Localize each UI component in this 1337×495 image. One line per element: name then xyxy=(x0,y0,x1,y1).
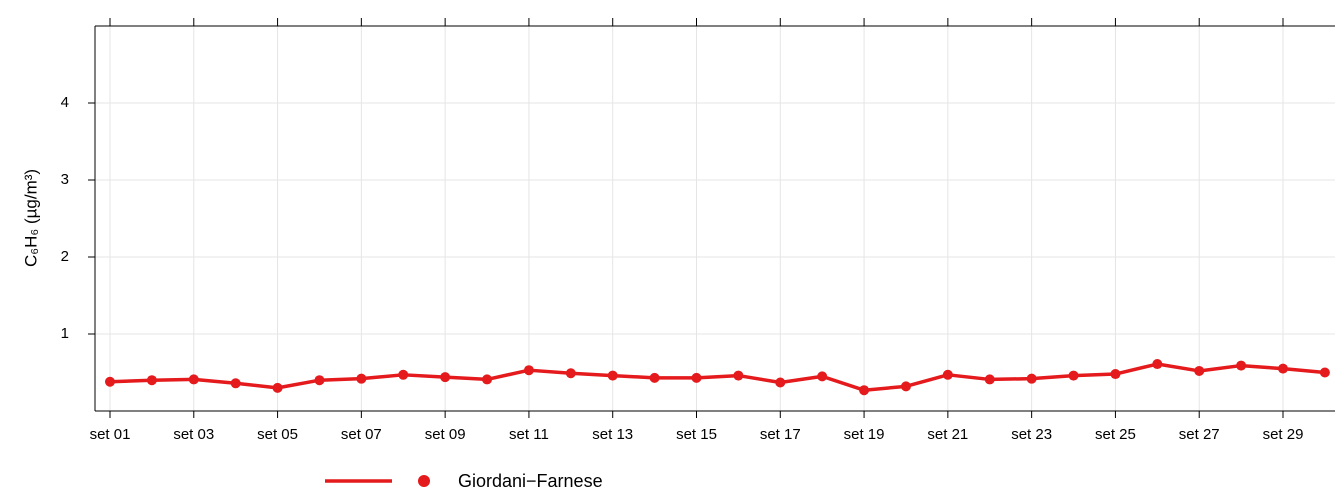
x-tick-label: set 23 xyxy=(1011,426,1052,443)
data-point xyxy=(356,373,367,384)
x-tick-label: set 01 xyxy=(90,426,131,443)
data-point xyxy=(565,368,576,379)
data-point xyxy=(230,378,241,389)
data-point xyxy=(691,372,702,383)
y-tick-label: 1 xyxy=(61,325,69,342)
data-point xyxy=(607,370,618,381)
data-point xyxy=(859,385,870,396)
data-point xyxy=(775,377,786,388)
x-tick-label: set 05 xyxy=(257,426,298,443)
y-tick-label: 2 xyxy=(61,248,69,265)
data-point xyxy=(440,372,451,383)
data-point xyxy=(1068,370,1079,381)
x-tick-label: set 15 xyxy=(676,426,717,443)
data-point xyxy=(1026,373,1037,384)
x-tick-label: set 19 xyxy=(844,426,885,443)
data-point xyxy=(1110,369,1121,380)
data-point xyxy=(649,372,660,383)
x-tick-label: set 09 xyxy=(425,426,466,443)
data-point xyxy=(1278,363,1288,374)
data-point xyxy=(523,365,534,376)
data-point xyxy=(146,375,157,386)
data-point xyxy=(314,375,325,386)
x-tick-label: set 29 xyxy=(1263,426,1304,443)
data-point xyxy=(1194,365,1205,376)
data-point xyxy=(105,376,115,387)
data-point xyxy=(272,382,283,393)
data-point xyxy=(1152,359,1163,370)
x-tick-label: set 25 xyxy=(1095,426,1136,443)
x-tick-label: set 03 xyxy=(173,426,214,443)
data-point xyxy=(900,381,911,392)
x-tick-label: set 21 xyxy=(927,426,968,443)
legend-marker xyxy=(418,475,430,487)
x-tick-label: set 17 xyxy=(760,426,801,443)
data-point xyxy=(942,369,953,380)
data-point xyxy=(817,371,828,382)
x-tick-label: set 11 xyxy=(509,426,549,443)
data-point xyxy=(482,374,493,385)
x-tick-label: set 27 xyxy=(1179,426,1220,443)
data-point xyxy=(1236,360,1247,371)
data-point xyxy=(398,369,409,380)
y-tick-label: 3 xyxy=(61,171,69,188)
data-point xyxy=(984,374,995,385)
legend-label: Giordani−Farnese xyxy=(458,471,603,490)
x-tick-label: set 07 xyxy=(341,426,382,443)
y-tick-label: 4 xyxy=(61,94,69,111)
data-point xyxy=(188,374,199,385)
x-tick-label: set 13 xyxy=(592,426,633,443)
y-axis-label: C₆H₆ (µg/m³) xyxy=(21,169,40,267)
data-line xyxy=(109,362,1326,392)
data-point xyxy=(1319,367,1330,378)
data-point xyxy=(733,370,744,381)
